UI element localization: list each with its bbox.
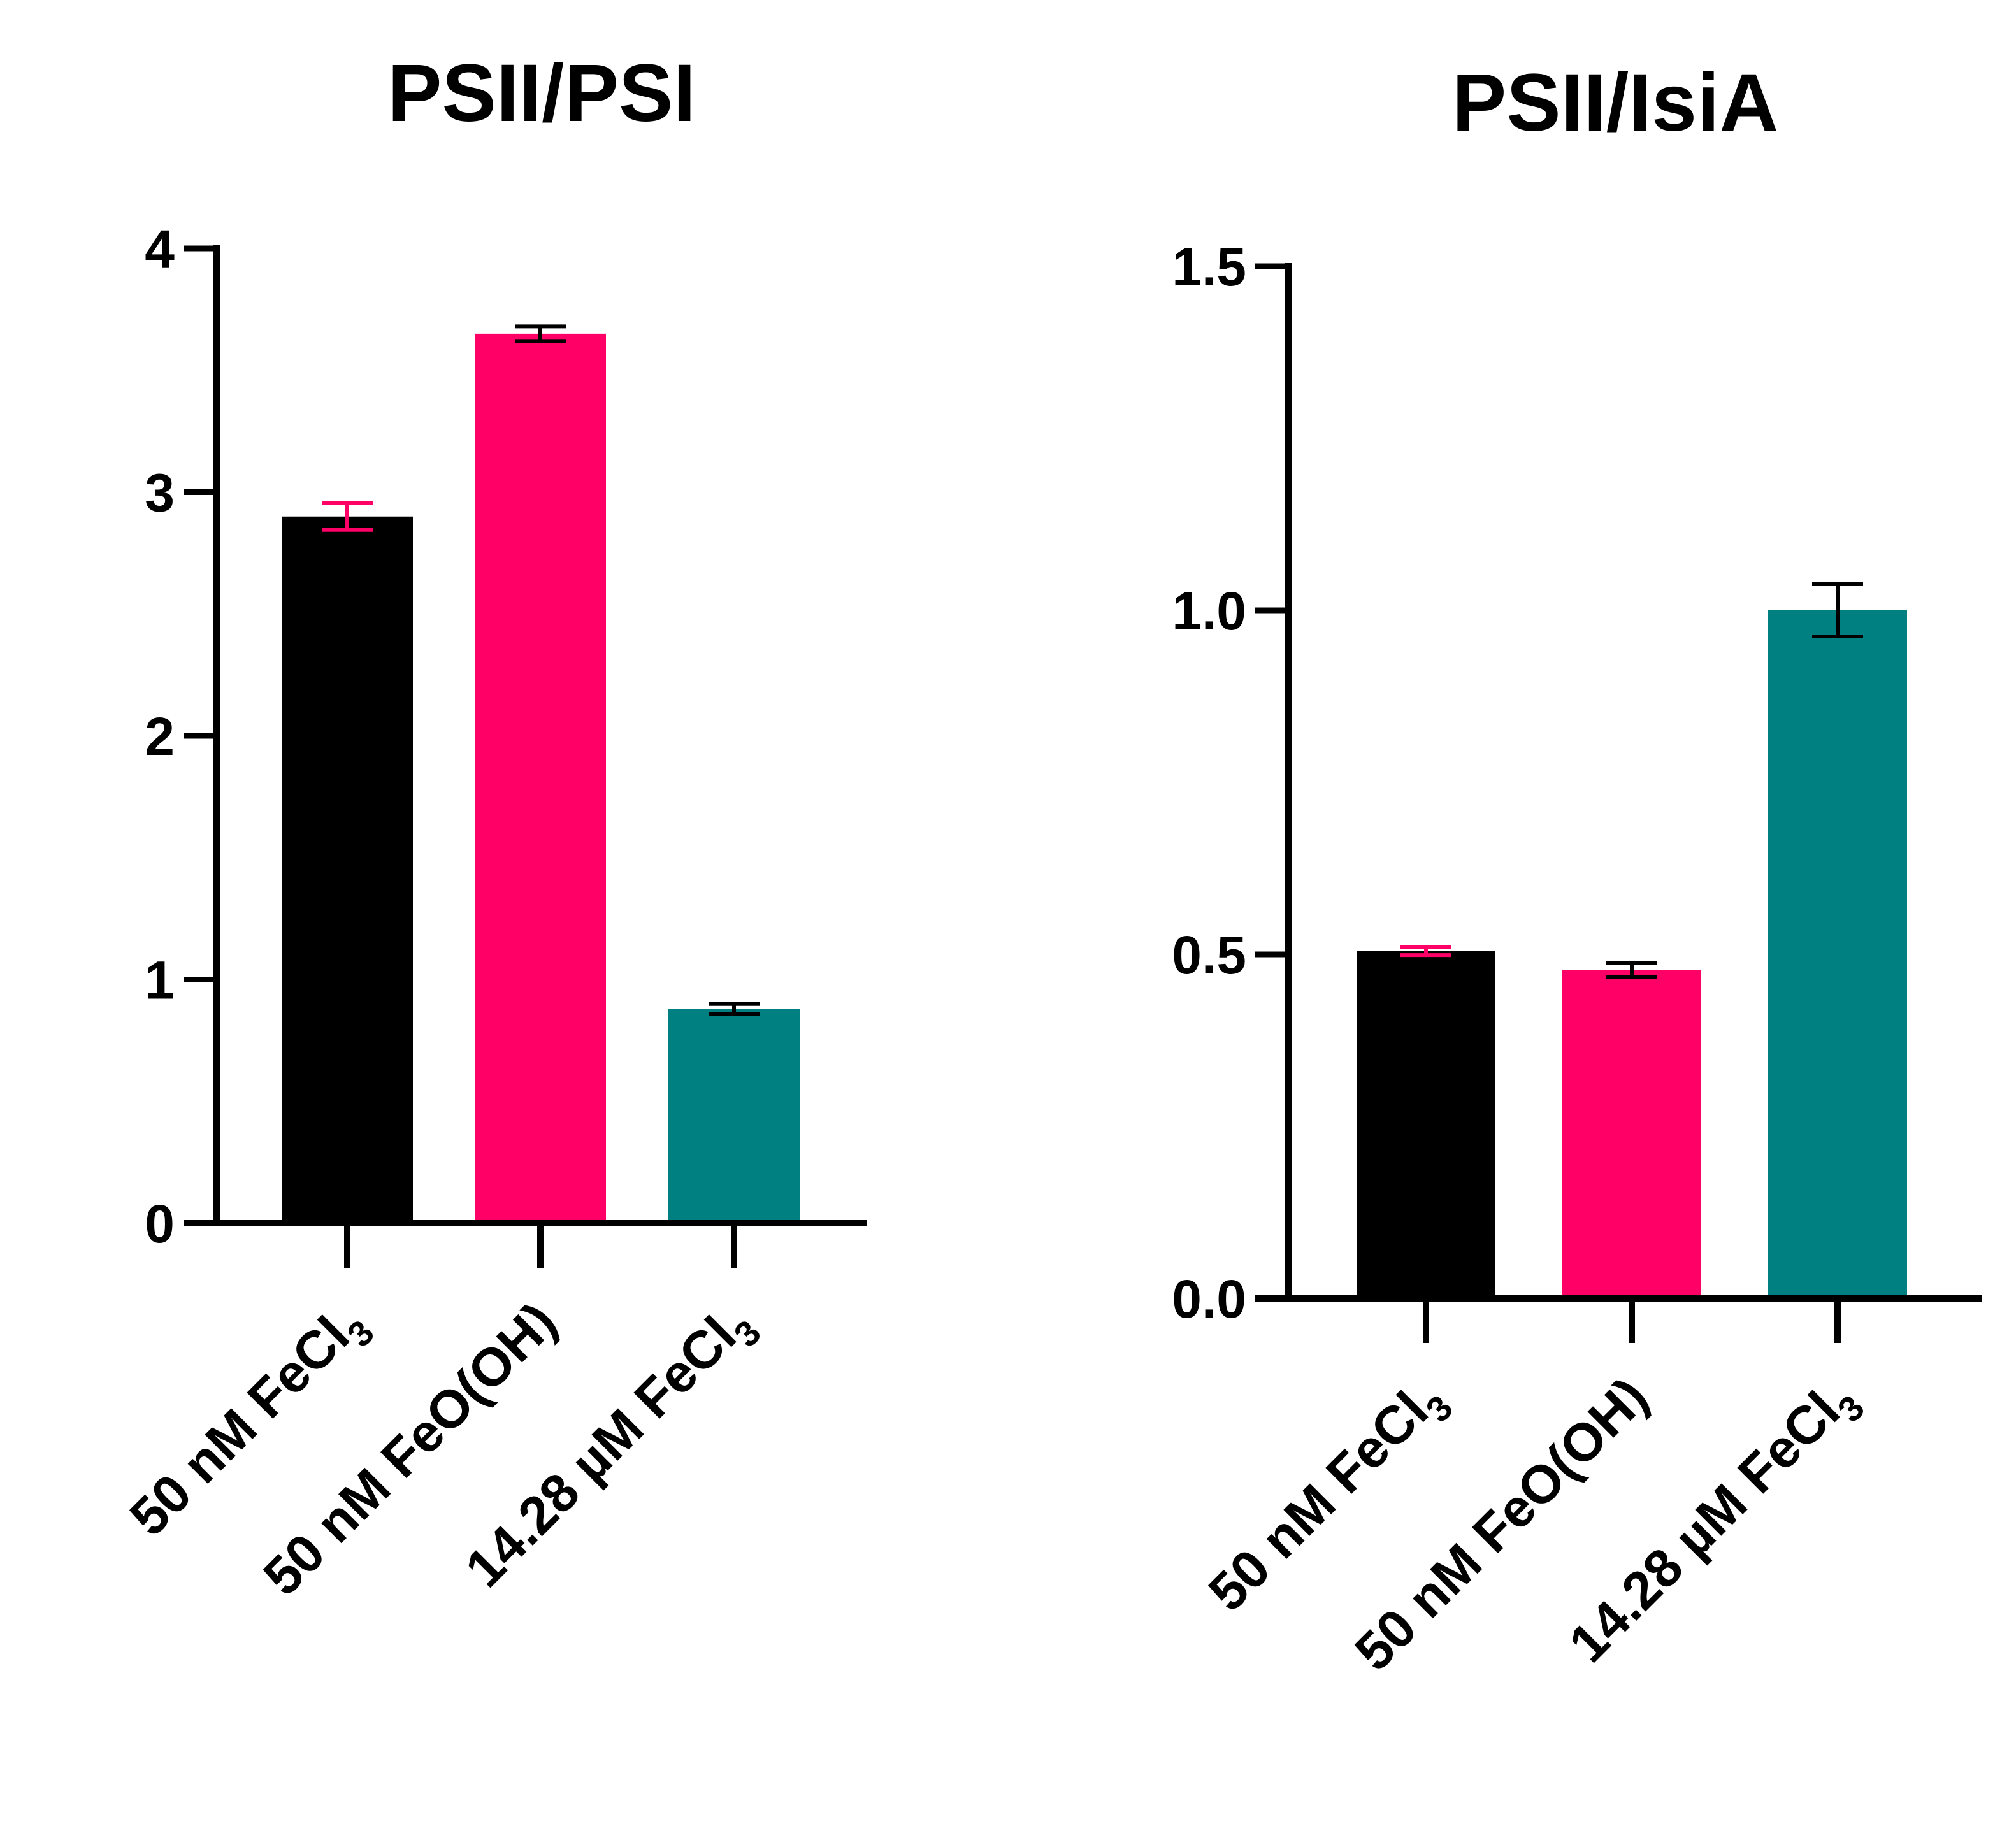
y-tick-label: 1 bbox=[145, 951, 175, 1010]
y-tick-label: 4 bbox=[145, 219, 175, 279]
y-tick-label: 0 bbox=[145, 1194, 175, 1254]
y-tick-label: 1.5 bbox=[1172, 237, 1246, 297]
y-tick-label: 1.0 bbox=[1172, 581, 1246, 641]
y-tick-label: 3 bbox=[145, 463, 175, 523]
y-tick-label: 0.5 bbox=[1172, 925, 1246, 985]
bar bbox=[1768, 610, 1907, 1298]
chart-title: PSII/PSI bbox=[387, 48, 696, 139]
bar bbox=[282, 516, 413, 1223]
y-tick-label: 2 bbox=[145, 707, 175, 766]
y-tick-label: 0.0 bbox=[1172, 1269, 1246, 1329]
bar bbox=[1357, 951, 1495, 1298]
bar bbox=[1562, 970, 1701, 1298]
bar bbox=[475, 333, 606, 1223]
bar bbox=[668, 1009, 800, 1223]
chart-title: PSII/IsiA bbox=[1452, 57, 1778, 148]
